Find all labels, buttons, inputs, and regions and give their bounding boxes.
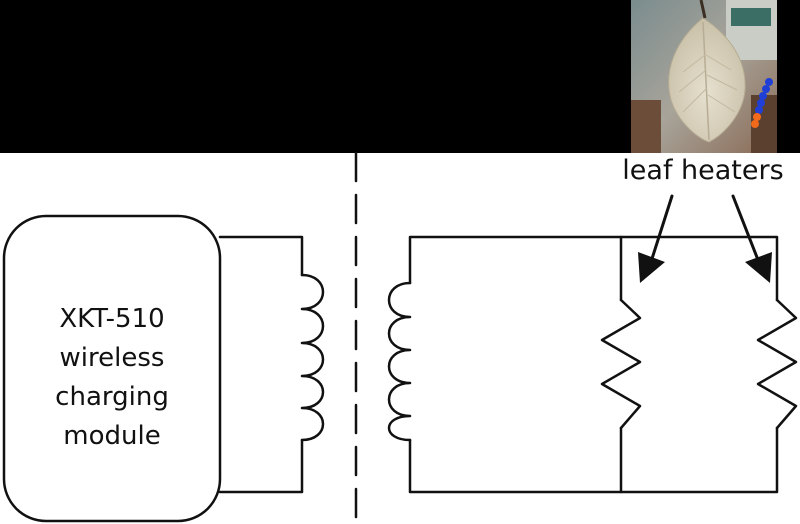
- heater-resistor-2-icon: [756, 298, 798, 430]
- secondary-coil-icon: [387, 281, 412, 442]
- primary-bottom-wire: [218, 438, 304, 494]
- arrow-2-shaft: [731, 194, 762, 267]
- leaf-heaters-label: leaf heaters: [622, 155, 784, 186]
- secondary-top-wire: [408, 235, 779, 302]
- arrow-1-shaft: [648, 194, 674, 267]
- heater-resistor-1-icon: [600, 298, 642, 430]
- blue-tube: [751, 78, 773, 128]
- module-label-line: XKT-510: [59, 304, 165, 334]
- primary-coil-icon: [300, 273, 325, 442]
- leaf-photo: [631, 0, 777, 153]
- module-label: XKT-510 wireless charging module: [4, 300, 220, 456]
- primary-top-wire: [218, 235, 304, 277]
- module-label-line: charging: [55, 382, 169, 412]
- module-label-line: wireless: [59, 343, 165, 373]
- charging-module-box: [2, 214, 222, 523]
- module-label-line: module: [63, 421, 161, 451]
- arrow-2-icon: [745, 252, 772, 283]
- arrow-1-icon: [638, 252, 665, 283]
- secondary-bottom-wire: [408, 426, 779, 494]
